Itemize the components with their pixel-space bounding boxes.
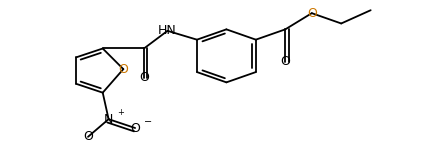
Text: HN: HN xyxy=(158,24,177,37)
Text: −: − xyxy=(144,117,152,126)
Text: O: O xyxy=(307,7,317,20)
Text: O: O xyxy=(83,130,93,143)
Text: O: O xyxy=(130,122,140,135)
Text: O: O xyxy=(139,71,149,84)
Text: O: O xyxy=(118,63,128,76)
Text: +: + xyxy=(117,108,124,117)
Text: N: N xyxy=(104,113,113,126)
Text: O: O xyxy=(280,55,290,68)
